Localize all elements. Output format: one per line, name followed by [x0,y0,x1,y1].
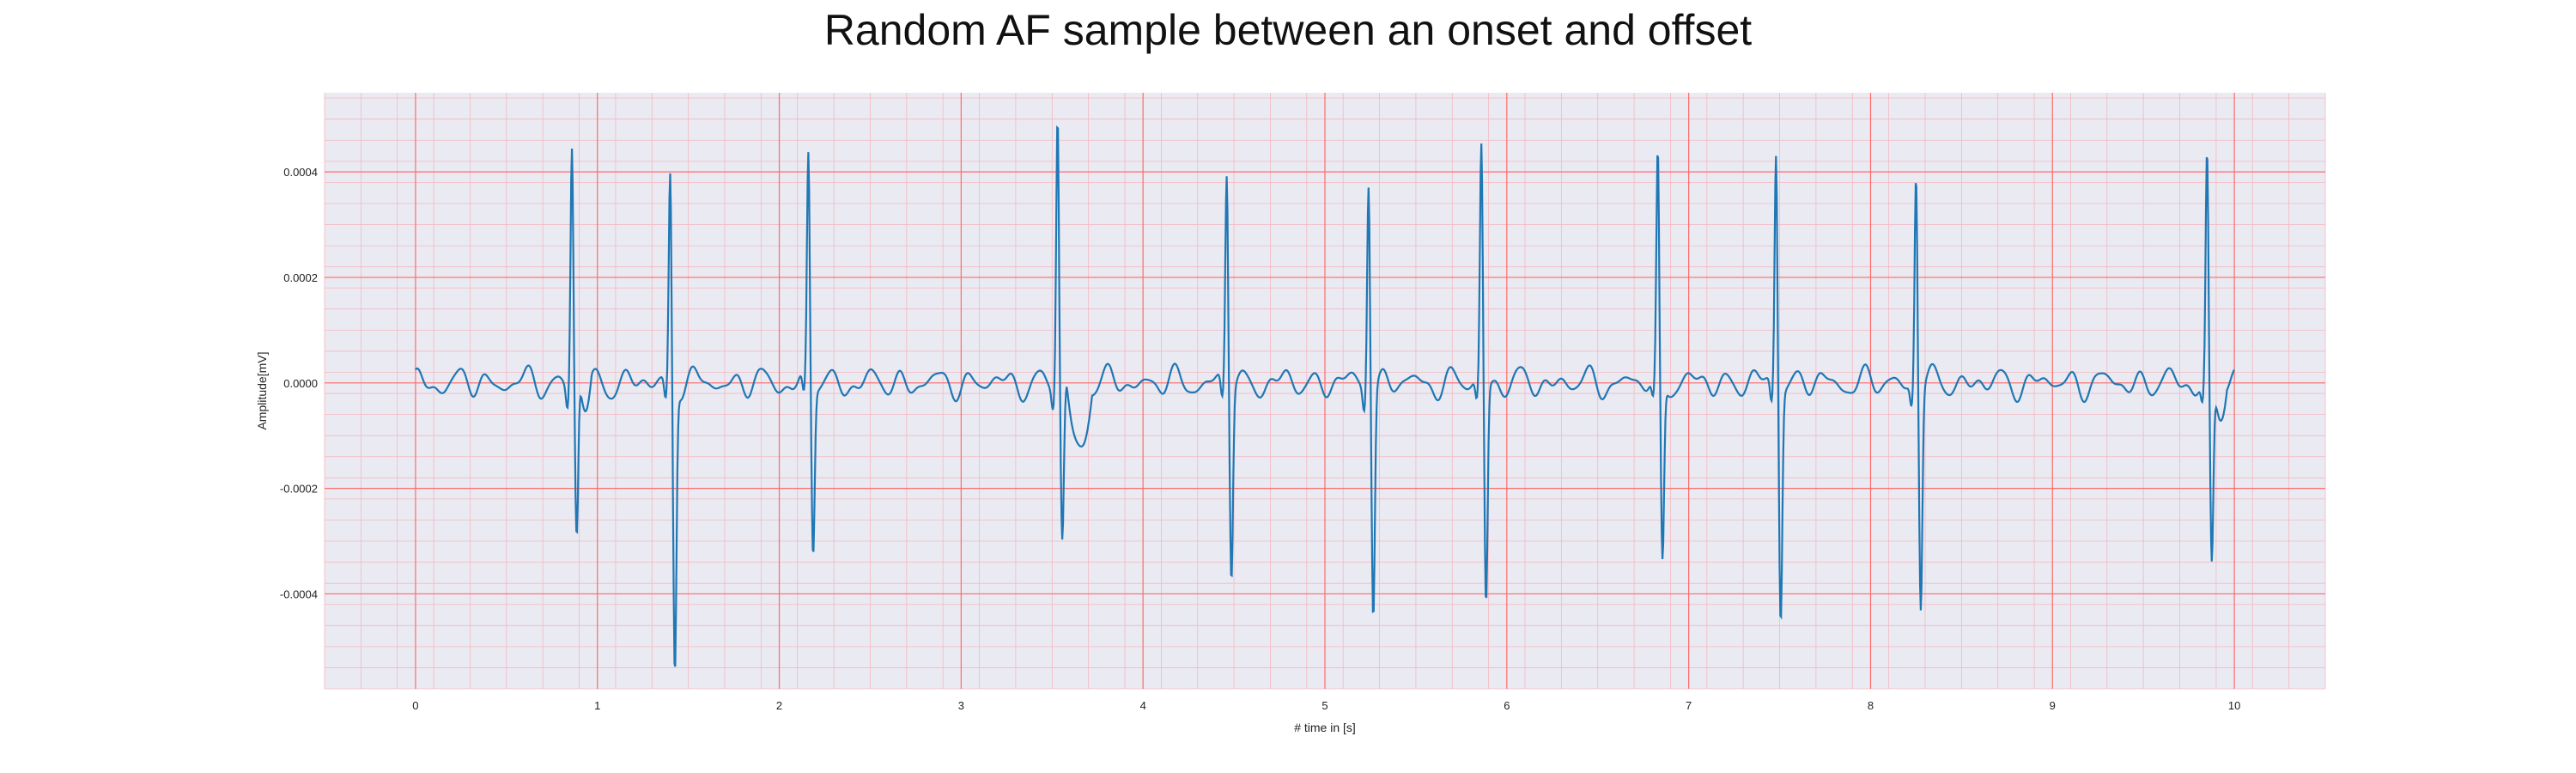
chart-title: Random AF sample between an onset and of… [823,6,1753,54]
x-tick-label: 2 [776,699,782,712]
y-tick-labels: -0.0004 -0.0002 0.0000 0.0002 0.0004 [280,166,318,600]
x-tick-label: 9 [2050,699,2056,712]
x-tick-label: 4 [1140,699,1146,712]
major-grid [325,93,2325,689]
x-tick-label: 7 [1686,699,1692,712]
y-axis-label: Amplitude[mV] [255,351,269,429]
x-tick-label: 6 [1504,699,1510,712]
y-tick-label: -0.0002 [280,483,318,496]
x-tick-label: 0 [412,699,418,712]
x-tick-labels: 0 1 2 3 4 5 6 7 8 9 10 [412,699,2240,712]
x-tick-label: 10 [2228,699,2240,712]
x-tick-label: 3 [958,699,964,712]
x-axis-label: # time in [s] [1294,721,1356,734]
y-tick-label: 0.0000 [283,377,318,390]
x-tick-label: 1 [594,699,600,712]
x-tick-label: 5 [1321,699,1327,712]
x-tick-label: 8 [1868,699,1874,712]
ecg-signal-line [415,125,2236,667]
y-tick-label: 0.0002 [283,271,318,284]
y-tick-label: 0.0004 [283,166,318,179]
y-tick-label: -0.0004 [280,587,318,600]
